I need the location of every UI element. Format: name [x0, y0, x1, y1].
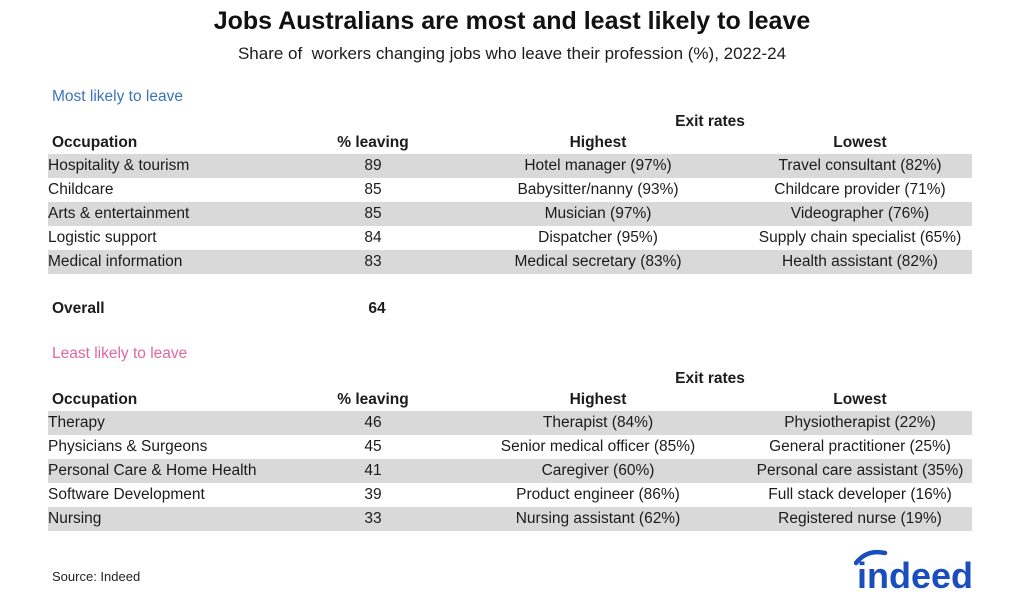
column-header-lowest: Lowest [833, 134, 887, 151]
table-row: Nursing 33 Nursing assistant (62%) Register… [48, 507, 973, 531]
column-header-occupation: Occupation [52, 391, 138, 408]
occupation-cell: Hospitality & tourism [48, 154, 298, 178]
section-label-least-likely: Least likely to leave [52, 345, 188, 362]
highest-exit-cell: Product engineer (86%) [516, 486, 680, 503]
footer: Source: Indeed indeed [48, 548, 976, 594]
occupation-cell: Arts & entertainment [48, 202, 298, 226]
occupation-cell: Software Development [48, 486, 205, 503]
occupation-cell: Medical information [48, 250, 298, 274]
pct-leaving-cell: 85 [364, 181, 382, 198]
pct-leaving-cell: 41 [298, 459, 448, 483]
occupation-cell: Logistic support [48, 229, 157, 246]
overall-row: Overall 64 [48, 297, 1024, 321]
table-least-likely: Exit rates Occupation % leaving Highest Lowe… [48, 369, 973, 531]
pct-leaving-cell: 89 [298, 154, 448, 178]
lowest-exit-cell: Physiotherapist (22%) [748, 411, 973, 435]
lowest-exit-cell: Supply chain specialist (65%) [758, 229, 962, 246]
pct-leaving-cell: 39 [364, 486, 382, 503]
table-row: Medical information 83 Medical secretary (… [48, 250, 973, 274]
highest-exit-cell: Hotel manager (97%) [448, 154, 748, 178]
pct-leaving-cell: 85 [298, 202, 448, 226]
source-text: Source: Indeed [52, 569, 141, 584]
indeed-logo-text: indeed [857, 555, 973, 594]
highest-exit-cell: Therapist (84%) [448, 411, 748, 435]
table-row: Physicians & Surgeons 45 Senior medical of… [48, 435, 972, 459]
column-header--leaving: % leaving [337, 391, 409, 408]
table-row: Hospitality & tourism 89 Hotel manager (97… [48, 154, 973, 178]
highest-exit-cell: Caregiver (60%) [448, 459, 748, 483]
lowest-exit-cell: Childcare provider (71%) [774, 181, 946, 198]
occupation-cell: Physicians & Surgeons [48, 438, 208, 455]
indeed-logo: indeed [854, 549, 973, 594]
highest-exit-cell: Nursing assistant (62%) [448, 507, 748, 531]
column-header-lowest: Lowest [833, 391, 887, 408]
lowest-exit-cell: Videographer (76%) [748, 202, 973, 226]
lowest-exit-cell: General practitioner (25%) [769, 438, 951, 455]
highest-exit-cell: Babysitter/nanny (93%) [517, 181, 679, 198]
exit-rates-spacer [48, 369, 448, 389]
column-header-highest: Highest [569, 391, 627, 408]
pct-leaving-cell: 33 [298, 507, 448, 531]
lowest-exit-cell: Personal care assistant (35%) [748, 459, 973, 483]
lowest-exit-cell: Health assistant (82%) [748, 250, 973, 274]
overall-label: Overall [52, 300, 105, 317]
exit-rates-spacer [48, 112, 448, 132]
pct-leaving-cell: 45 [364, 438, 382, 455]
lowest-exit-cell: Registered nurse (19%) [748, 507, 973, 531]
exit-rates-header: Exit rates [675, 113, 745, 130]
column-header-highest: Highest [569, 134, 627, 151]
subtitle: Share of workers changing jobs who leave… [237, 44, 787, 63]
exit-rates-header: Exit rates [675, 370, 745, 387]
table-row: Arts & entertainment 85 Musician (97%) Vide… [48, 202, 973, 226]
lowest-exit-cell: Full stack developer (16%) [768, 486, 952, 503]
occupation-cell: Childcare [48, 181, 114, 198]
pct-leaving-cell: 83 [298, 250, 448, 274]
occupation-cell: Nursing [48, 507, 298, 531]
occupation-cell: Personal Care & Home Health [48, 459, 298, 483]
page-title: Jobs Australians are most and least like… [213, 7, 811, 35]
table-most-likely: Exit rates Occupation % leaving Highest Lowe… [48, 112, 973, 274]
table-row: Software Development 39 Product engineer (… [48, 483, 972, 507]
pct-leaving-cell: 46 [298, 411, 448, 435]
highest-exit-cell: Dispatcher (95%) [538, 229, 658, 246]
indeed-logo-arc-icon [854, 549, 888, 566]
table-row: Childcare 85 Babysitter/nanny (93%) Childca… [48, 178, 972, 202]
section-label-most-likely: Most likely to leave [52, 88, 183, 105]
table-row: Personal Care & Home Health 41 Caregiver (… [48, 459, 973, 483]
table-row: Logistic support 84 Dispatcher (95%) Supply… [48, 226, 972, 250]
table-row: Therapy 46 Therapist (84%) Physiotherapist … [48, 411, 973, 435]
highest-exit-cell: Musician (97%) [448, 202, 748, 226]
overall-value: 64 [368, 300, 386, 317]
column-header--leaving: % leaving [337, 134, 409, 151]
lowest-exit-cell: Travel consultant (82%) [748, 154, 973, 178]
highest-exit-cell: Medical secretary (83%) [448, 250, 748, 274]
pct-leaving-cell: 84 [364, 229, 382, 246]
highest-exit-cell: Senior medical officer (85%) [500, 438, 696, 455]
occupation-cell: Therapy [48, 411, 298, 435]
column-header-occupation: Occupation [52, 134, 138, 151]
